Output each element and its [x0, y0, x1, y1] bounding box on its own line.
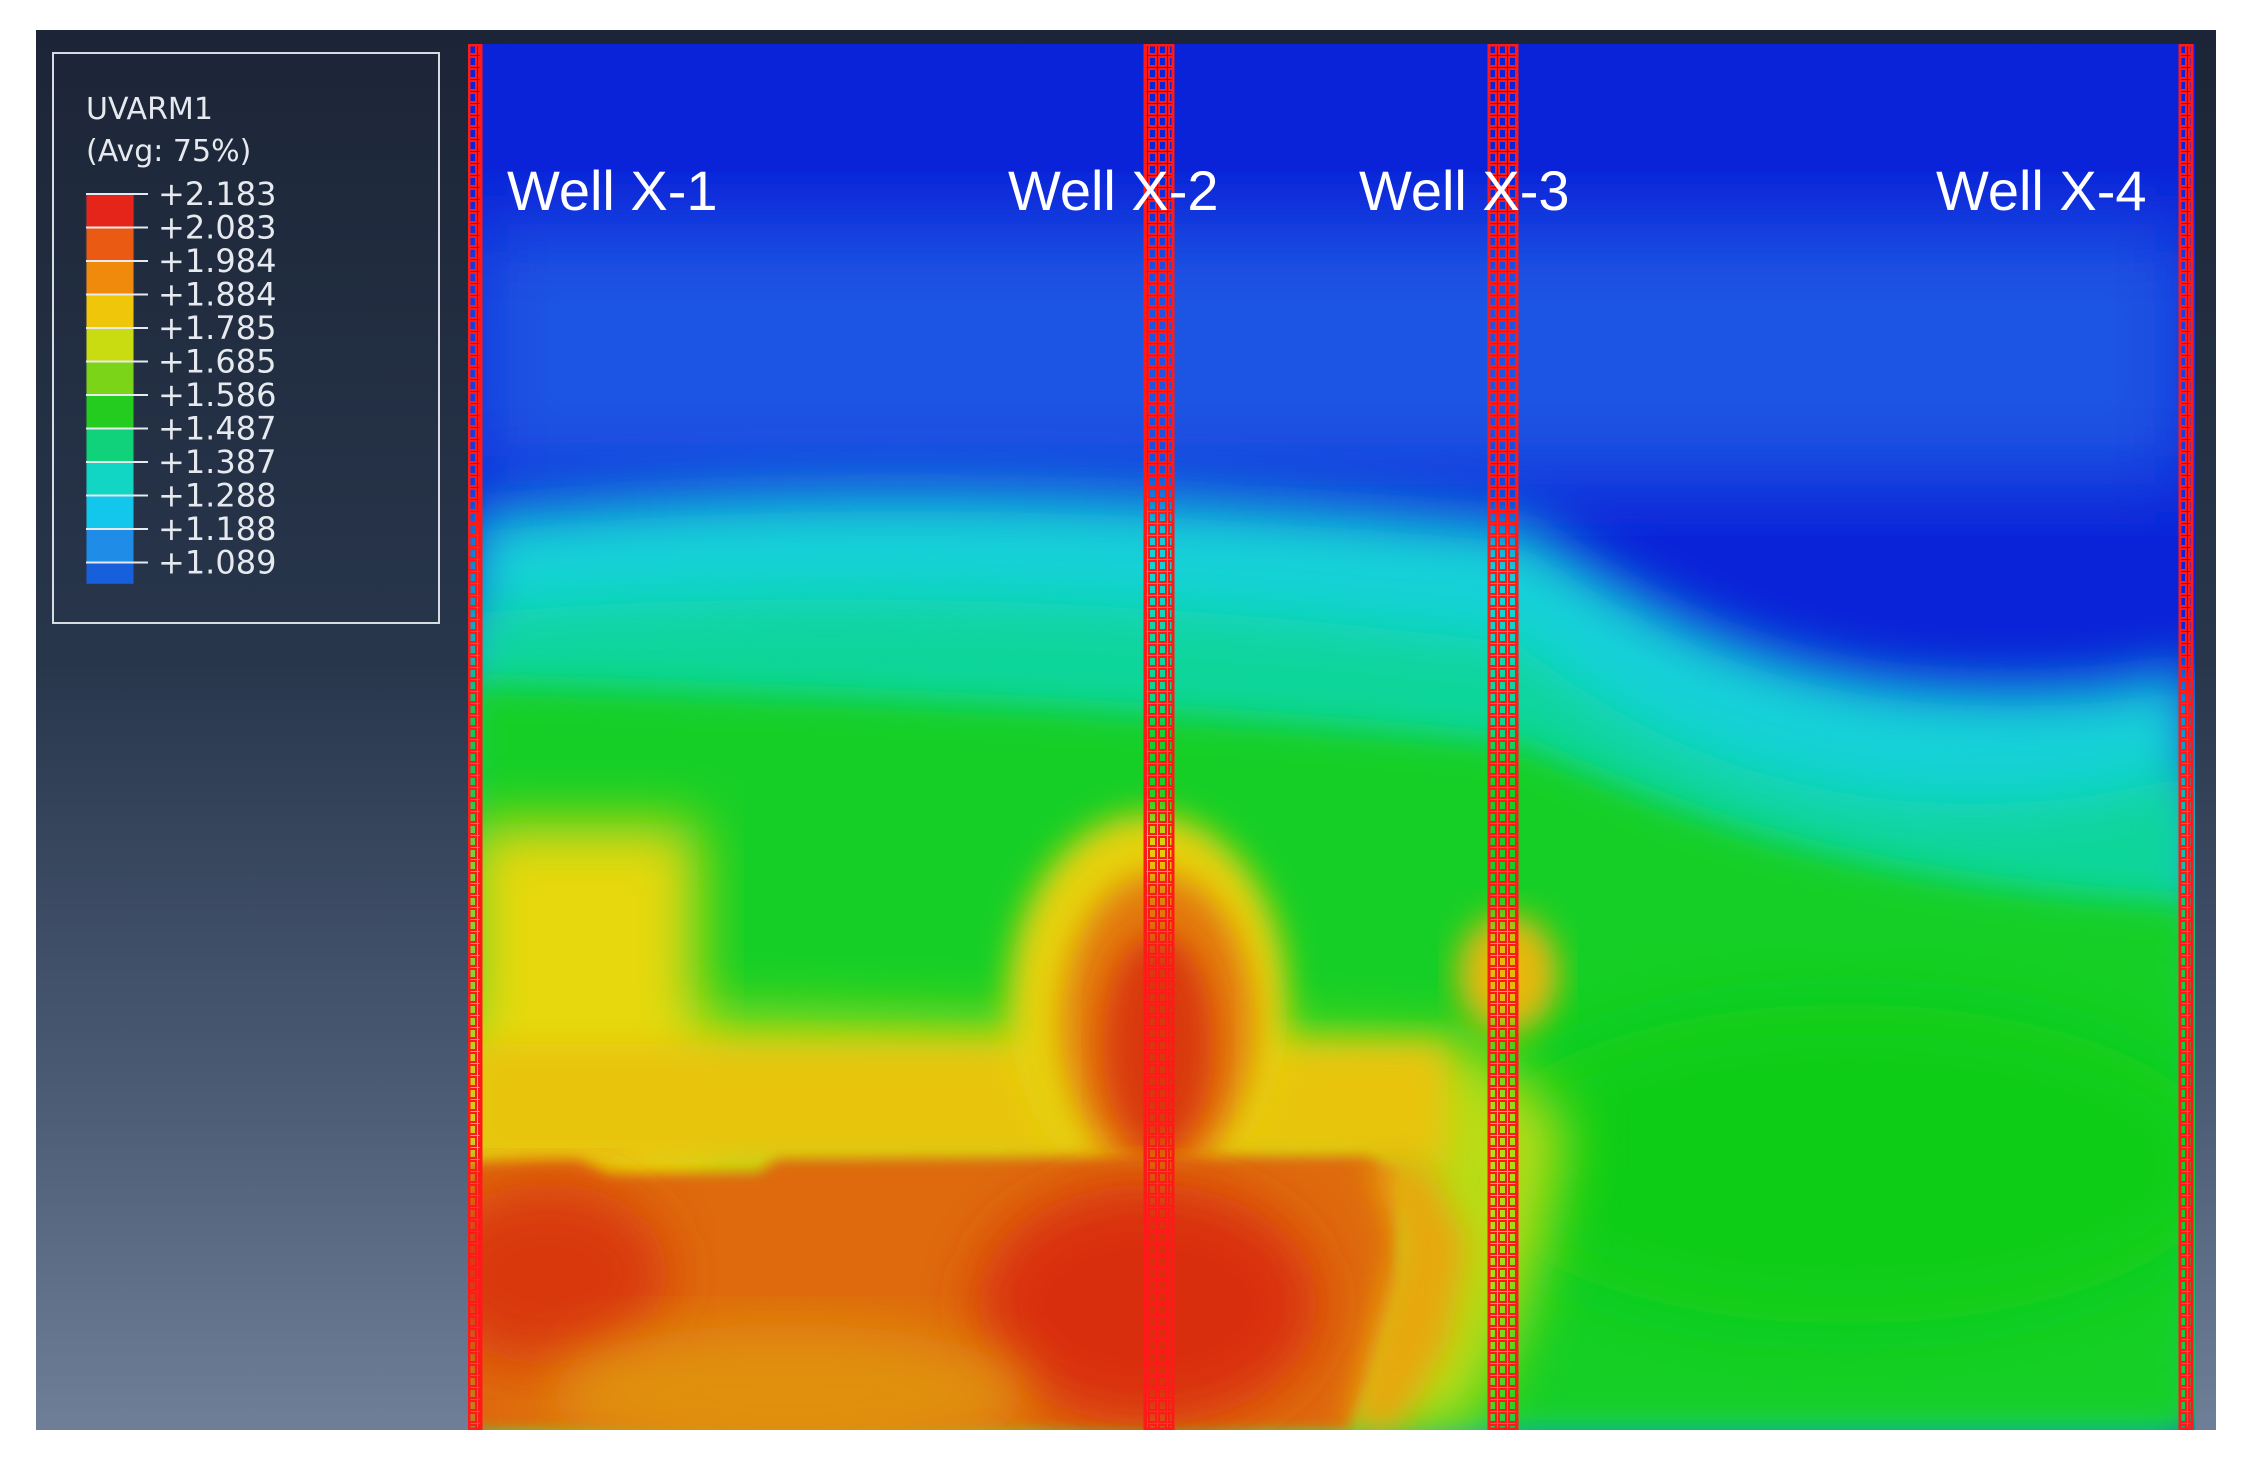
legend-color-scale: +2.183+2.083+1.984+1.884+1.785+1.685+1.5…	[85, 175, 276, 585]
well-mesh-column	[2179, 44, 2193, 1430]
legend-band	[86, 562, 134, 585]
legend: UVARM1 (Avg: 75%) +2.183 +2.083 +1.984 +1.8…	[52, 52, 440, 624]
legend-band	[86, 328, 134, 362]
legend-tick-label: +1.487	[158, 410, 276, 448]
well-column-outline	[1143, 44, 1175, 1430]
well-column-outline	[2178, 44, 2194, 1430]
legend-tick-label: +1.089	[158, 544, 276, 582]
well-mesh-column	[1144, 44, 1174, 1430]
legend-tick-label: +1.984	[158, 242, 276, 280]
well-label-x2: Well X-2	[1008, 159, 1219, 222]
legend-tick-label: +1.188	[158, 510, 276, 548]
well-label-x1: Well X-1	[507, 159, 718, 222]
viewport: UVARM1 (Avg: 75%) +2.183 +2.083 +1.984 +1.8…	[36, 30, 2216, 1430]
legend-tick-label: +1.288	[158, 477, 276, 515]
well-columns	[468, 44, 2194, 1430]
legend-band	[86, 194, 134, 228]
contour-field	[468, 44, 2195, 1430]
legend-band	[86, 462, 134, 496]
well-mesh-column	[468, 44, 482, 1430]
legend-tick-label: +1.387	[158, 443, 276, 481]
legend-tick-label: +2.083	[158, 209, 276, 247]
legend-tick-label: +1.586	[158, 376, 276, 414]
legend-band	[86, 428, 134, 462]
well-column-outline	[468, 44, 483, 1430]
legend-band	[86, 529, 134, 563]
legend-band	[86, 395, 134, 429]
legend-tick-label: +1.685	[158, 343, 276, 381]
legend-band	[86, 261, 134, 295]
well-column-outline	[1487, 44, 1519, 1430]
legend-band	[86, 495, 134, 529]
well-label-x3: Well X-3	[1359, 159, 1570, 222]
legend-subtitle: (Avg: 75%)	[86, 134, 252, 169]
legend-tick-label: +1.785	[158, 309, 276, 347]
legend-tick-label: +2.183	[158, 175, 276, 213]
legend-band	[86, 227, 134, 261]
legend-band	[86, 294, 134, 328]
well-mesh-column	[1488, 44, 1518, 1430]
legend-tick-label: +1.884	[158, 276, 276, 314]
legend-title: UVARM1	[86, 92, 213, 127]
contour-plot	[468, 44, 2195, 1430]
well-label-x4: Well X-4	[1936, 159, 2147, 222]
legend-band	[86, 361, 134, 395]
